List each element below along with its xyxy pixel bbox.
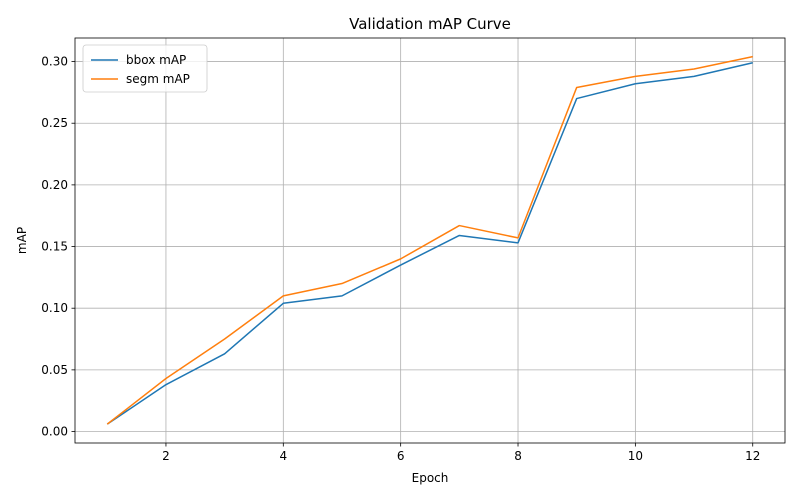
- series-line-bbox: [106, 62, 753, 425]
- y-tick-label: 0.10: [41, 301, 68, 315]
- y-tick-label: 0.20: [41, 178, 68, 192]
- chart-title: Validation mAP Curve: [349, 15, 511, 33]
- legend-label: segm mAP: [126, 72, 190, 86]
- x-tick-label: 4: [279, 449, 287, 463]
- x-axis-label: Epoch: [412, 471, 449, 485]
- x-axis-ticks: 2 4 6 8 10 12: [162, 443, 760, 463]
- x-tick-label: 2: [162, 449, 170, 463]
- legend-label: bbox mAP: [126, 53, 186, 67]
- x-tick-label: 12: [745, 449, 760, 463]
- y-tick-label: 0.30: [41, 55, 68, 69]
- x-tick-label: 10: [628, 449, 643, 463]
- y-tick-label: 0.00: [41, 425, 68, 439]
- x-tick-label: 8: [514, 449, 522, 463]
- y-tick-label: 0.05: [41, 363, 68, 377]
- y-tick-label: 0.15: [41, 240, 68, 254]
- series-lines: [106, 55, 753, 425]
- y-axis-ticks: 0.00 0.05 0.10 0.15 0.20 0.25 0.30: [41, 55, 75, 439]
- plot-frame: [74, 37, 786, 444]
- series-line-segm: [106, 55, 753, 425]
- legend: bbox mAP segm mAP: [82, 44, 208, 93]
- y-axis-label: mAP: [15, 227, 29, 254]
- x-tick-label: 6: [397, 449, 405, 463]
- y-tick-label: 0.25: [41, 116, 68, 130]
- legend-box: [82, 44, 208, 93]
